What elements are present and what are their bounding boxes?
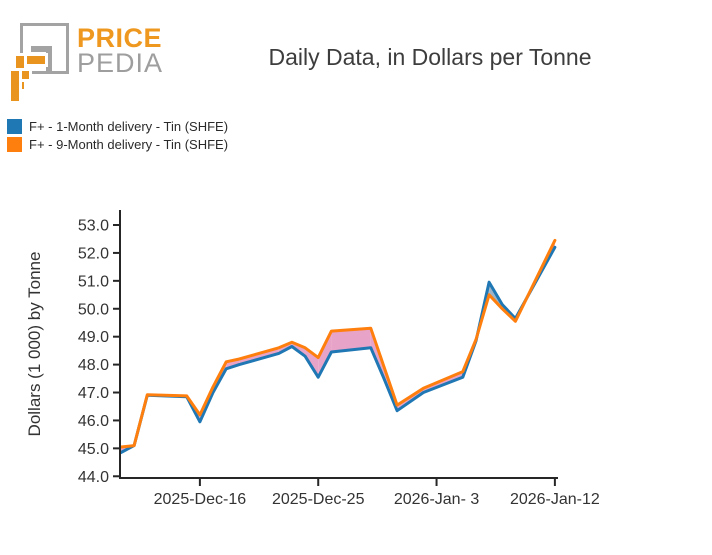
y-tick-label: 49.0 <box>78 329 109 346</box>
axis-lines <box>119 210 558 479</box>
legend-swatch-orange <box>7 136 22 152</box>
logo-wordmark: PRICE PEDIA <box>77 23 164 78</box>
y-tick-label: 46.0 <box>78 413 109 430</box>
x-tick-label: 2026-Jan-12 <box>510 491 600 508</box>
x-tick-label: 2026-Jan- 3 <box>394 491 479 508</box>
y-tick-label: 52.0 <box>78 245 109 262</box>
legend-swatch-blue <box>7 118 22 134</box>
fill-between-band <box>318 331 332 378</box>
y-tick-label: 53.0 <box>78 218 109 235</box>
logo-gray-bracket-shape <box>31 46 52 52</box>
series-line-9-month[interactable] <box>119 238 557 449</box>
series-line-1-month[interactable] <box>119 245 557 454</box>
y-tick-label: 44.0 <box>78 469 109 486</box>
logo-text-pedia: PEDIA <box>77 48 164 78</box>
pricepedia-logo: PRICE PEDIA <box>8 10 238 102</box>
fill-between-band <box>331 328 371 353</box>
y-tick-label: 48.0 <box>78 357 109 374</box>
y-axis-title: Dollars (1 000) by Tonne <box>25 252 44 437</box>
x-tick-label: 2025-Dec-25 <box>272 491 365 508</box>
y-tick-label: 45.0 <box>78 441 109 458</box>
legend-label: F+ - 9-Month delivery - Tin (SHFE) <box>29 136 229 152</box>
logo-orange-bracket-small-shape <box>11 71 19 101</box>
chart-legend: F+ - 1-Month delivery - Tin (SHFE) F+ - … <box>7 117 228 153</box>
legend-label: F+ - 1-Month delivery - Tin (SHFE) <box>29 118 229 134</box>
chart-title: Daily Data, in Dollars per Tonne <box>268 44 592 70</box>
y-tick-label: 47.0 <box>78 385 109 402</box>
legend-item-9-month[interactable]: F+ - 9-Month delivery - Tin (SHFE) <box>7 135 228 153</box>
y-tick-label: 51.0 <box>78 273 109 290</box>
logo-text-price: PRICE <box>77 23 163 53</box>
x-tick-label: 2025-Dec-16 <box>154 491 247 508</box>
logo-gray-bracket-shape <box>46 46 52 72</box>
logo-square-shape <box>20 23 69 74</box>
y-tick-label: 50.0 <box>78 301 109 318</box>
logo-orange-bracket-small-shape <box>11 71 29 79</box>
logo-orange-bracket-shape <box>16 56 45 64</box>
legend-item-1-month[interactable]: F+ - 1-Month delivery - Tin (SHFE) <box>7 117 228 135</box>
